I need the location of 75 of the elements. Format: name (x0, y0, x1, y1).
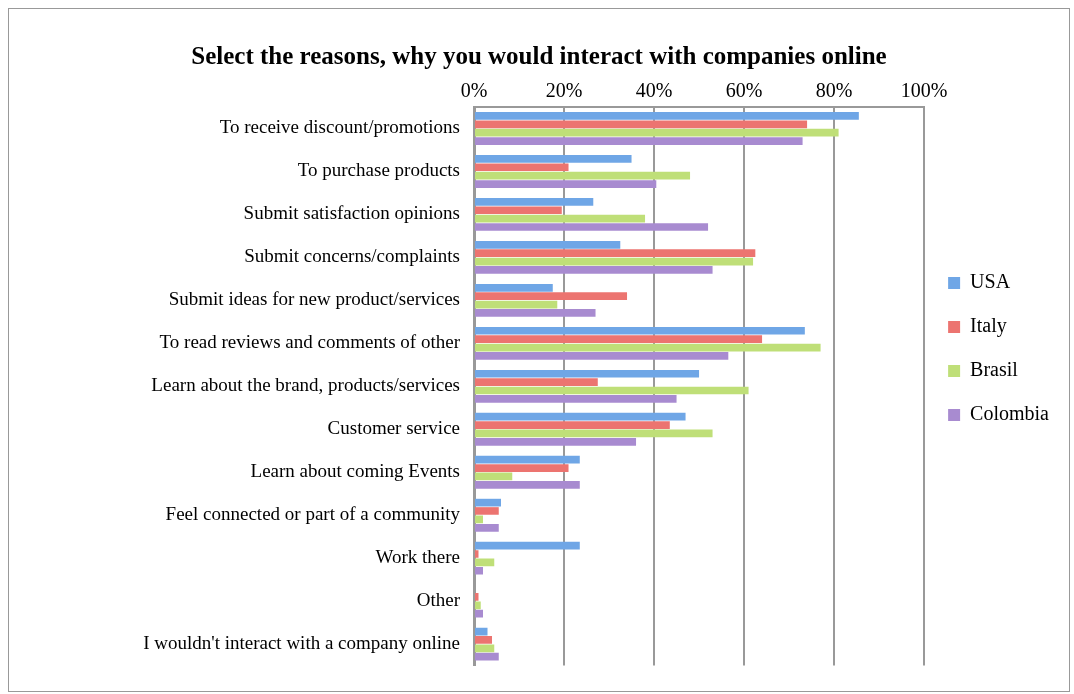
bar (475, 507, 499, 515)
bar (475, 550, 479, 558)
bar (475, 627, 488, 636)
bar (475, 180, 657, 188)
bar (475, 369, 700, 378)
bar (475, 206, 562, 215)
bar (475, 395, 677, 403)
bar (475, 523, 499, 532)
bar (475, 163, 569, 172)
y-tick-label: Learn about coming Events (250, 460, 460, 482)
bar (475, 541, 580, 550)
bar (475, 609, 483, 618)
bar (475, 223, 709, 231)
y-tick-label: To read reviews and comments of other (159, 331, 461, 353)
bar (475, 120, 808, 129)
bar (475, 257, 754, 266)
y-tick-label: I wouldn't interact with a company online (143, 632, 460, 654)
bar (475, 292, 628, 301)
bar (475, 266, 713, 274)
bar (475, 240, 621, 249)
bar (475, 472, 513, 481)
bar (475, 137, 803, 145)
bar (475, 309, 596, 317)
y-tick-label: Submit concerns/complaints (244, 245, 460, 267)
y-tick-label: Submit ideas for new product/services (168, 288, 460, 310)
bar (475, 558, 495, 567)
bar (475, 214, 646, 223)
bar (475, 455, 580, 464)
x-tick-label: 40% (635, 79, 673, 102)
bar (475, 421, 670, 429)
bar (475, 386, 749, 395)
y-tick-label: To purchase products (297, 159, 460, 181)
y-tick-label: Customer service (327, 417, 460, 439)
bar (475, 437, 637, 446)
bar (475, 636, 493, 644)
legend-label: Italy (970, 314, 1007, 338)
bar (475, 128, 839, 137)
bar (475, 335, 763, 343)
x-tick-label: 100% (900, 79, 948, 102)
y-tick-label: Feel connected or part of a community (165, 503, 461, 525)
legend-label: Colombia (970, 402, 1050, 425)
bar (475, 515, 483, 524)
bar (475, 326, 805, 335)
bar (475, 155, 632, 163)
legend-label: Brasil (970, 358, 1019, 381)
bar (475, 601, 481, 610)
bar (475, 283, 553, 292)
x-tick-label: 20% (545, 79, 583, 102)
bar (475, 171, 691, 180)
y-tick-label: Learn about the brand, products/services (151, 374, 460, 396)
bar (475, 644, 495, 653)
bar (475, 429, 713, 438)
bar (475, 352, 729, 360)
bar (475, 412, 686, 421)
bar (475, 249, 756, 258)
y-tick-label: To receive discount/promotions (219, 116, 460, 138)
bar (475, 198, 594, 206)
x-tick-label: 0% (460, 79, 488, 102)
bar (475, 378, 598, 386)
bar (475, 300, 558, 309)
bar (475, 343, 821, 352)
chart-title: Select the reasons, why you would interact with companies online (191, 42, 887, 70)
bar (475, 593, 479, 601)
bar (475, 480, 580, 489)
x-tick-label: 60% (725, 79, 763, 102)
y-tick-label: Work there (375, 546, 460, 568)
y-tick-label: Other (416, 589, 461, 611)
bar (475, 112, 859, 120)
bar (475, 498, 502, 507)
bar (475, 566, 483, 575)
x-tick-label: 80% (815, 79, 853, 102)
bar (475, 464, 569, 472)
legend-label: USA (970, 270, 1011, 293)
bar (475, 652, 499, 661)
y-tick-label: Submit satisfaction opinions (243, 202, 460, 224)
